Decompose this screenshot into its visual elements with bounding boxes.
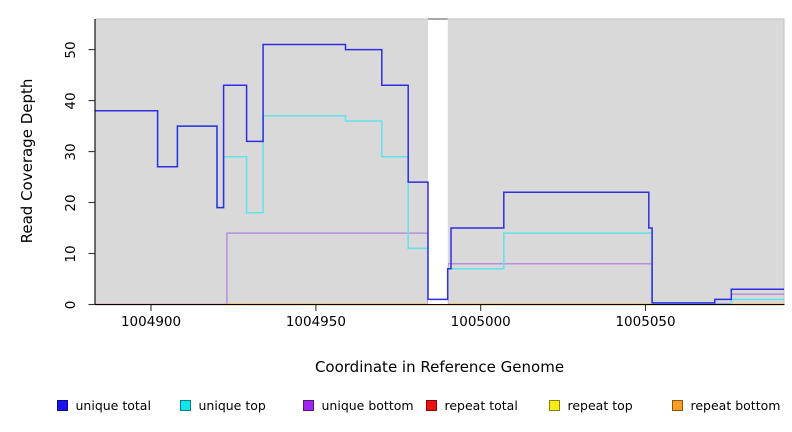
legend-item: repeat top bbox=[548, 398, 633, 413]
x-tick-label: 1004900 bbox=[120, 314, 182, 330]
legend-label: repeat total bbox=[444, 398, 518, 413]
legend-item: unique bottom bbox=[302, 398, 414, 413]
legend-swatch bbox=[56, 400, 68, 411]
legend-label: unique total bbox=[75, 398, 151, 413]
y-tick-label: 10 bbox=[63, 244, 79, 263]
y-tick-label: 30 bbox=[63, 142, 79, 161]
legend-item: repeat bottom bbox=[671, 398, 781, 413]
legend-label: unique bottom bbox=[321, 398, 414, 413]
legend-label: unique top bbox=[198, 398, 266, 413]
legend-swatch bbox=[671, 400, 683, 411]
legend-item: unique top bbox=[179, 398, 266, 413]
legend-item: repeat total bbox=[425, 398, 518, 413]
y-tick-label: 40 bbox=[63, 91, 79, 110]
x-tick-label: 1004950 bbox=[285, 314, 346, 330]
x-tick-label: 1005000 bbox=[450, 314, 511, 330]
legend-swatch bbox=[179, 400, 191, 411]
legend-swatch bbox=[425, 400, 437, 411]
legend-swatch bbox=[548, 400, 560, 411]
y-tick-label: 50 bbox=[63, 40, 79, 59]
y-tick-label: 20 bbox=[63, 193, 79, 212]
legend-item: unique total bbox=[56, 398, 151, 413]
x-axis-title: Coordinate in Reference Genome bbox=[314, 358, 565, 376]
legend-label: repeat bottom bbox=[690, 398, 781, 413]
x-tick-label: 1005050 bbox=[615, 314, 676, 330]
series-line-unique-total bbox=[95, 43, 784, 304]
legend-swatch bbox=[302, 400, 314, 411]
y-axis-title: Read Coverage Depth bbox=[18, 78, 36, 244]
y-tick-label: 0 bbox=[63, 300, 79, 309]
legend-label: repeat top bbox=[567, 398, 633, 413]
gap-band bbox=[428, 13, 448, 305]
